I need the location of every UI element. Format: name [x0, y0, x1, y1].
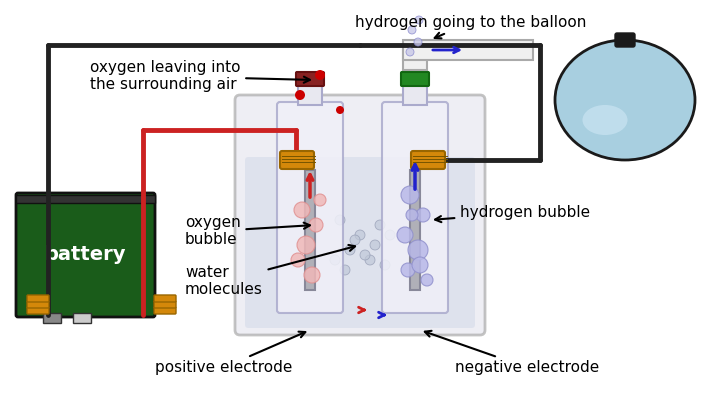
FancyBboxPatch shape — [280, 151, 314, 169]
Circle shape — [408, 26, 416, 34]
Circle shape — [401, 263, 415, 277]
Circle shape — [370, 240, 380, 250]
Circle shape — [401, 186, 419, 204]
FancyBboxPatch shape — [615, 33, 635, 47]
Text: battery: battery — [44, 245, 126, 264]
Circle shape — [408, 240, 428, 260]
Circle shape — [406, 48, 414, 56]
Circle shape — [416, 208, 430, 222]
Circle shape — [295, 90, 305, 100]
FancyBboxPatch shape — [401, 72, 429, 86]
Circle shape — [355, 230, 365, 240]
FancyBboxPatch shape — [245, 157, 475, 328]
Circle shape — [397, 227, 413, 243]
Circle shape — [336, 106, 344, 114]
Bar — [403, 50, 427, 70]
Bar — [410, 170, 420, 290]
Bar — [403, 40, 533, 60]
Circle shape — [297, 236, 315, 254]
Bar — [16, 195, 155, 203]
Circle shape — [380, 260, 390, 270]
Circle shape — [421, 274, 433, 286]
Circle shape — [350, 235, 360, 245]
Bar — [298, 75, 322, 105]
FancyBboxPatch shape — [154, 307, 176, 314]
Circle shape — [414, 38, 422, 46]
Circle shape — [340, 265, 350, 275]
FancyBboxPatch shape — [27, 295, 49, 302]
FancyBboxPatch shape — [27, 301, 49, 308]
Bar — [73, 313, 91, 323]
FancyBboxPatch shape — [16, 193, 155, 317]
FancyBboxPatch shape — [411, 151, 445, 169]
FancyBboxPatch shape — [277, 102, 343, 313]
Text: oxygen
bubble: oxygen bubble — [185, 215, 310, 247]
Circle shape — [315, 70, 325, 80]
Circle shape — [375, 220, 385, 230]
Text: hydrogen going to the balloon: hydrogen going to the balloon — [355, 15, 586, 38]
Circle shape — [385, 230, 395, 240]
Circle shape — [345, 245, 355, 255]
FancyBboxPatch shape — [235, 95, 485, 335]
FancyBboxPatch shape — [154, 295, 176, 302]
Text: negative electrode: negative electrode — [425, 331, 599, 375]
Circle shape — [415, 16, 423, 24]
Circle shape — [309, 218, 323, 232]
Text: oxygen leaving into
the surrounding air: oxygen leaving into the surrounding air — [90, 60, 310, 92]
FancyBboxPatch shape — [296, 72, 324, 86]
Circle shape — [330, 255, 340, 265]
Bar — [43, 313, 61, 323]
Circle shape — [314, 194, 326, 206]
Circle shape — [291, 253, 305, 267]
Circle shape — [412, 257, 428, 273]
Text: hydrogen bubble: hydrogen bubble — [435, 205, 590, 222]
Circle shape — [360, 250, 370, 260]
Circle shape — [335, 215, 345, 225]
Circle shape — [294, 202, 310, 218]
FancyBboxPatch shape — [382, 102, 448, 313]
Bar — [403, 75, 427, 105]
Bar — [305, 170, 315, 290]
Ellipse shape — [583, 105, 627, 135]
Ellipse shape — [555, 40, 695, 160]
FancyBboxPatch shape — [154, 301, 176, 308]
Circle shape — [365, 255, 375, 265]
Circle shape — [304, 267, 320, 283]
Text: water
molecules: water molecules — [185, 245, 355, 297]
FancyBboxPatch shape — [27, 307, 49, 314]
Text: positive electrode: positive electrode — [155, 332, 305, 375]
Circle shape — [406, 209, 418, 221]
